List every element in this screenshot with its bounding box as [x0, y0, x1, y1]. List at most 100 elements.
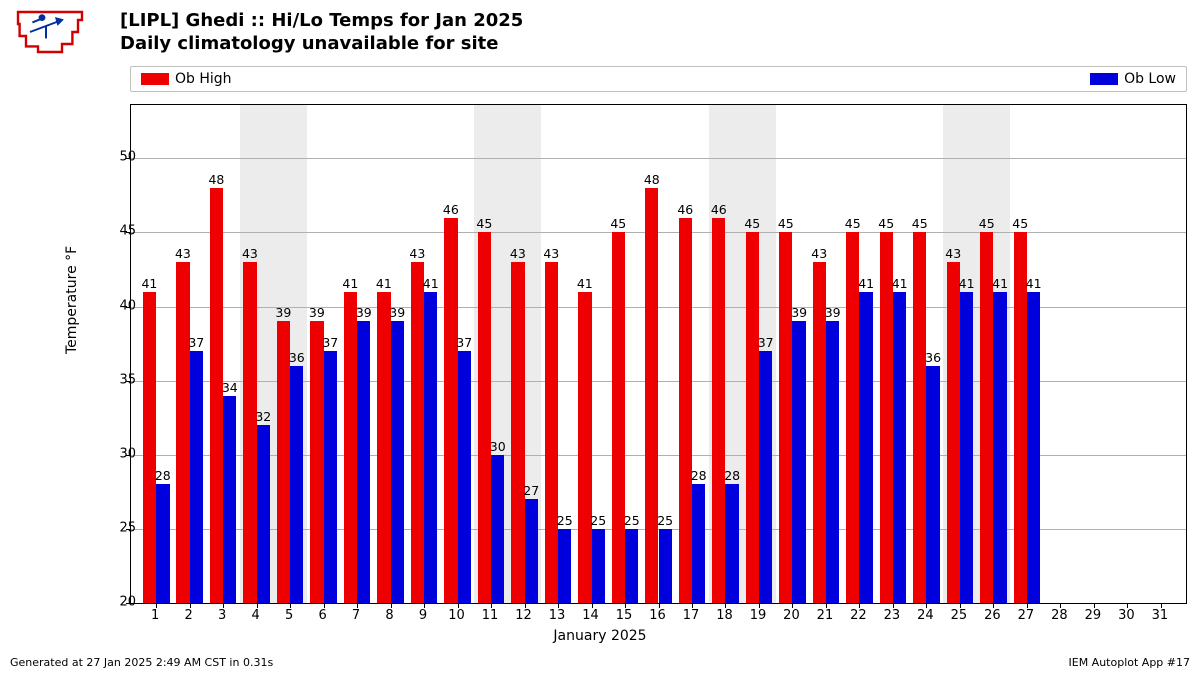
xtick-label: 2 [184, 608, 192, 623]
bar-high-label: 45 [912, 216, 928, 231]
bar-high [210, 188, 223, 603]
bar-high [913, 232, 926, 603]
xtick-label: 27 [1018, 608, 1035, 623]
legend-label-high: Ob High [175, 71, 232, 87]
bar-high-label: 41 [577, 276, 593, 291]
bar-low [592, 529, 605, 603]
bar-low [993, 292, 1006, 603]
ytick-label: 25 [86, 520, 136, 535]
bar-high [578, 292, 591, 603]
bar-high [645, 188, 658, 603]
bar-low [491, 455, 504, 603]
bar-high-label: 46 [711, 202, 727, 217]
bar-high [746, 232, 759, 603]
xtick-label: 8 [385, 608, 393, 623]
bar-low [759, 351, 772, 603]
bar-high-label: 43 [242, 246, 258, 261]
bar-high [779, 232, 792, 603]
bar-low [725, 484, 738, 603]
bar-low-label: 37 [456, 335, 472, 350]
xtick-label: 5 [285, 608, 293, 623]
xtick-label: 13 [549, 608, 566, 623]
bar-low-label: 28 [724, 468, 740, 483]
bar-high-label: 43 [409, 246, 425, 261]
bar-low-label: 25 [624, 513, 640, 528]
bar-high [947, 262, 960, 603]
bar-high-label: 43 [175, 246, 191, 261]
legend-item-high: Ob High [141, 71, 232, 87]
bar-low-label: 28 [155, 468, 171, 483]
bar-low-label: 41 [892, 276, 908, 291]
bar-low-label: 25 [657, 513, 673, 528]
bar-low [926, 366, 939, 603]
bar-low [424, 292, 437, 603]
bar-low [792, 321, 805, 603]
xtick-label: 6 [318, 608, 326, 623]
bar-high [143, 292, 156, 603]
bar-low [391, 321, 404, 603]
bar-high [310, 321, 323, 603]
bar-low-label: 41 [858, 276, 874, 291]
xtick-label: 19 [750, 608, 767, 623]
bar-low [156, 484, 169, 603]
bar-low-label: 41 [423, 276, 439, 291]
bar-high [612, 232, 625, 603]
bar-high-label: 39 [275, 305, 291, 320]
bar-low [826, 321, 839, 603]
bar-low-label: 25 [590, 513, 606, 528]
bar-low-label: 37 [758, 335, 774, 350]
xtick-label: 21 [817, 608, 834, 623]
ytick-label: 40 [86, 298, 136, 313]
xtick-label: 24 [917, 608, 934, 623]
bar-low-label: 32 [255, 409, 271, 424]
bar-high-label: 41 [141, 276, 157, 291]
bar-high-label: 48 [208, 172, 224, 187]
gridline [131, 158, 1186, 159]
bar-high-label: 39 [309, 305, 325, 320]
y-axis-label: Temperature °F [64, 246, 80, 354]
bar-low [357, 321, 370, 603]
bar-low-label: 39 [791, 305, 807, 320]
x-axis-label: January 2025 [0, 628, 1200, 644]
bar-high-label: 45 [744, 216, 760, 231]
bar-low-label: 41 [992, 276, 1008, 291]
bar-low [525, 499, 538, 603]
bar-high-label: 41 [342, 276, 358, 291]
ytick-label: 30 [86, 446, 136, 461]
xtick-label: 22 [850, 608, 867, 623]
xtick-label: 11 [482, 608, 499, 623]
bar-high-label: 45 [610, 216, 626, 231]
legend-swatch-high [141, 73, 169, 85]
bar-low-label: 41 [1026, 276, 1042, 291]
bar-high [545, 262, 558, 603]
bar-high [411, 262, 424, 603]
bar-low-label: 25 [557, 513, 573, 528]
bar-high [444, 218, 457, 603]
chart-title: [LIPL] Ghedi :: Hi/Lo Temps for Jan 2025… [120, 10, 523, 55]
xtick-label: 29 [1085, 608, 1102, 623]
bar-low [659, 529, 672, 603]
xtick-label: 25 [951, 608, 968, 623]
bar-low [458, 351, 471, 603]
bar-high-label: 45 [878, 216, 894, 231]
bar-low [692, 484, 705, 603]
bar-low-label: 30 [490, 439, 506, 454]
legend-swatch-low [1090, 73, 1118, 85]
bar-high-label: 43 [543, 246, 559, 261]
xtick-label: 26 [984, 608, 1001, 623]
bar-low [223, 396, 236, 604]
bar-high [243, 262, 256, 603]
legend: Ob High Ob Low [130, 66, 1187, 92]
bar-low [257, 425, 270, 603]
bar-low [290, 366, 303, 603]
bar-high [511, 262, 524, 603]
footer-generated: Generated at 27 Jan 2025 2:49 AM CST in … [10, 656, 273, 669]
bar-high-label: 45 [979, 216, 995, 231]
xtick-label: 4 [251, 608, 259, 623]
xtick-label: 9 [419, 608, 427, 623]
plot-area: 4128433748344332393639374139413943414637… [130, 104, 1187, 604]
bar-high-label: 43 [510, 246, 526, 261]
bar-high [344, 292, 357, 603]
xtick-label: 10 [448, 608, 465, 623]
bar-low [1027, 292, 1040, 603]
